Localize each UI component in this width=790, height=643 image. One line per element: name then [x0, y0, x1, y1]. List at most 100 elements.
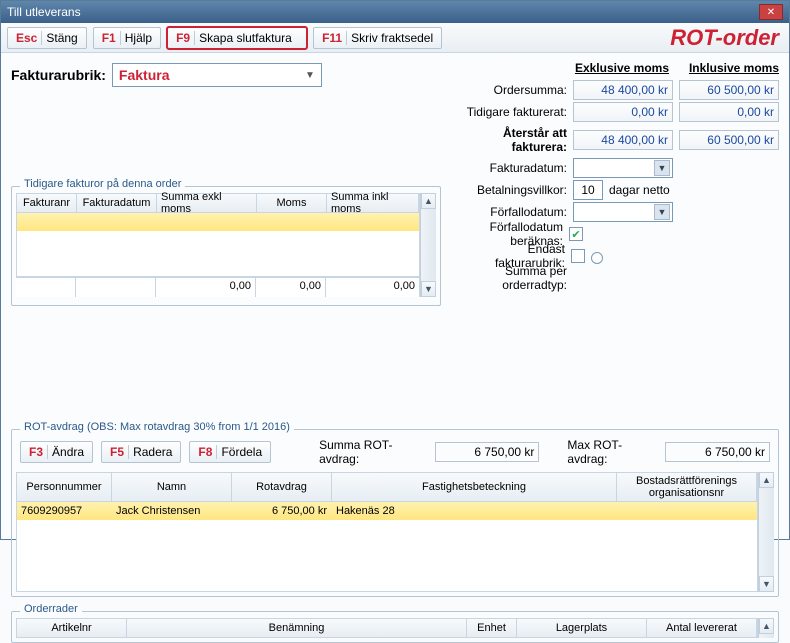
esc-label: Stäng	[46, 31, 77, 45]
f8-label: Fördela	[221, 445, 262, 459]
ordersumma-label: Ordersumma:	[459, 83, 567, 97]
aterstar-incl: 60 500,00 kr	[679, 130, 779, 150]
aterstar-excl: 48 400,00 kr	[573, 130, 673, 150]
rot-row-namn: Jack Christensen	[112, 505, 232, 517]
f1-label: Hjälp	[125, 31, 152, 45]
titlebar: Till utleverans ✕	[1, 1, 789, 23]
betal-input[interactable]	[573, 180, 603, 200]
endast-checkbox[interactable]	[571, 249, 585, 263]
f1-key: F1	[102, 31, 121, 45]
orderrader-fieldset: Orderrader Artikelnr Benämning Enhet Lag…	[11, 611, 779, 643]
content: Fakturarubrik: Faktura ▼ Exklusive moms …	[1, 53, 789, 643]
prev-invoices-header: Fakturanr Fakturadatum Summa exkl moms M…	[16, 193, 420, 213]
hdr-incl: Inklusive moms	[679, 61, 779, 75]
f11-key: F11	[322, 31, 347, 45]
orderrader-legend: Orderrader	[20, 603, 82, 615]
col-fakturanr[interactable]: Fakturanr	[17, 194, 77, 212]
window-title: Till utleverans	[7, 5, 81, 19]
f5-label: Radera	[133, 445, 172, 459]
f3-key: F3	[29, 445, 48, 459]
forfallo-label: Förfallodatum:	[459, 205, 567, 219]
ord-col-enhet[interactable]: Enhet	[467, 619, 517, 637]
rubrik-combo[interactable]: Faktura ▼	[112, 63, 322, 87]
rot-body: 7609290957 Jack Christensen 6 750,00 kr …	[16, 502, 758, 592]
ordersumma-excl: 48 400,00 kr	[573, 80, 673, 100]
scroll-down-icon[interactable]: ▼	[421, 281, 436, 297]
rot-order-label: ROT-order	[670, 25, 783, 51]
scroll-up-icon[interactable]: ▲	[421, 193, 436, 209]
f5-key: F5	[110, 445, 129, 459]
summa-rot-value: 6 750,00 kr	[435, 442, 540, 462]
f8-key: F8	[198, 445, 217, 459]
f3-button[interactable]: F3 Ändra	[20, 441, 93, 463]
toolbar: Esc Stäng F1 Hjälp F9 Skapa slutfaktura …	[1, 23, 789, 53]
max-rot-label: Max ROT-avdrag:	[567, 438, 657, 466]
f8-button[interactable]: F8 Fördela	[189, 441, 271, 463]
orderrader-header: Artikelnr Benämning Enhet Lagerplats Ant…	[16, 618, 758, 638]
chevron-down-icon: ▼	[654, 160, 670, 176]
col-moms[interactable]: Moms	[257, 194, 327, 212]
forfallo-dropdown[interactable]: ▼	[573, 202, 673, 222]
rot-header: Personnummer Namn Rotavdrag Fastighetsbe…	[16, 472, 758, 502]
esc-button[interactable]: Esc Stäng	[7, 27, 87, 49]
col-fakturadatum[interactable]: Fakturadatum	[77, 194, 157, 212]
rubrik-value: Faktura	[119, 67, 170, 83]
endast-radio[interactable]	[591, 252, 603, 264]
rot-col-org[interactable]: Bostadsrättförenings organisationsnr	[617, 473, 757, 501]
rot-col-fast[interactable]: Fastighetsbeteckning	[332, 473, 617, 501]
ord-col-benamning[interactable]: Benämning	[127, 619, 467, 637]
ordersumma-incl: 60 500,00 kr	[679, 80, 779, 100]
hdr-excl: Exklusive moms	[569, 61, 669, 75]
summary-panel: Exklusive moms Inklusive moms Ordersumma…	[459, 61, 779, 289]
rot-row-rot: 6 750,00 kr	[232, 505, 332, 517]
prev-invoices-scrollbar[interactable]: ▲ ▼	[420, 193, 436, 297]
chevron-down-icon: ▼	[654, 204, 670, 220]
fakturadatum-label: Fakturadatum:	[459, 161, 567, 175]
prev-invoices-body	[16, 213, 420, 277]
f9-button[interactable]: F9 Skapa slutfaktura	[167, 27, 307, 49]
rot-row-pnr: 7609290957	[17, 505, 112, 517]
rot-col-pnr[interactable]: Personnummer	[17, 473, 112, 501]
prev-invoices-selected-row[interactable]	[17, 213, 419, 231]
f5-button[interactable]: F5 Radera	[101, 441, 181, 463]
summa-rot-label: Summa ROT-avdrag:	[319, 438, 426, 466]
rot-row[interactable]: 7609290957 Jack Christensen 6 750,00 kr …	[17, 502, 757, 520]
close-button[interactable]: ✕	[759, 4, 783, 20]
rot-row-fast: Hakenäs 28	[332, 505, 617, 517]
f11-button[interactable]: F11 Skriv fraktsedel	[313, 27, 442, 49]
scroll-up-icon[interactable]: ▲	[759, 618, 774, 634]
rubrik-label: Fakturarubrik:	[11, 67, 106, 83]
ord-col-lagerplats[interactable]: Lagerplats	[517, 619, 647, 637]
rot-col-rot[interactable]: Rotavdrag	[232, 473, 332, 501]
fakturadatum-dropdown[interactable]: ▼	[573, 158, 673, 178]
max-rot-value: 6 750,00 kr	[665, 442, 770, 462]
prev-invoices-footer: 0,00 0,00 0,00	[16, 277, 420, 297]
prev-invoices-legend: Tidigare fakturor på denna order	[20, 178, 185, 190]
rot-col-namn[interactable]: Namn	[112, 473, 232, 501]
ord-col-antal[interactable]: Antal levererat	[647, 619, 757, 637]
f9-label: Skapa slutfaktura	[199, 31, 292, 45]
scroll-up-icon[interactable]: ▲	[759, 472, 774, 488]
summa-typ-label: Summa per orderradtyp:	[459, 264, 567, 292]
window-root: Till utleverans ✕ Esc Stäng F1 Hjälp F9 …	[0, 0, 790, 540]
tidigare-label: Tidigare fakturerat:	[459, 105, 567, 119]
betal-label: Betalningsvillkor:	[459, 183, 567, 197]
footer-moms: 0,00	[256, 278, 326, 297]
scroll-down-icon[interactable]: ▼	[759, 576, 774, 592]
f1-button[interactable]: F1 Hjälp	[93, 27, 161, 49]
rot-fieldset: ROT-avdrag (OBS: Max rotavdrag 30% from …	[11, 429, 779, 597]
tidigare-incl: 0,00 kr	[679, 102, 779, 122]
col-summa-inkl[interactable]: Summa inkl moms	[327, 194, 419, 212]
esc-key: Esc	[16, 31, 42, 45]
betal-suffix: dagar netto	[609, 183, 779, 197]
f9-key: F9	[176, 31, 195, 45]
tidigare-excl: 0,00 kr	[573, 102, 673, 122]
rot-scrollbar[interactable]: ▲ ▼	[758, 472, 774, 592]
chevron-down-icon: ▼	[305, 70, 315, 81]
orderrader-scrollbar[interactable]: ▲	[758, 618, 774, 638]
rot-legend: ROT-avdrag (OBS: Max rotavdrag 30% from …	[20, 421, 294, 433]
f11-label: Skriv fraktsedel	[351, 31, 433, 45]
forf-beraknas-checkbox[interactable]: ✔	[569, 227, 583, 241]
ord-col-artikelnr[interactable]: Artikelnr	[17, 619, 127, 637]
col-summa-exkl[interactable]: Summa exkl moms	[157, 194, 257, 212]
